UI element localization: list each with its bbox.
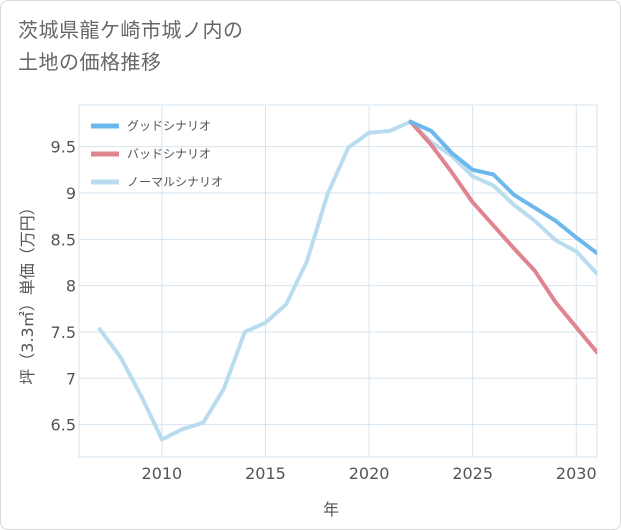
x-tick-label: 2010 — [142, 464, 183, 483]
series-line — [97, 119, 597, 442]
title-line-1: 茨城県龍ケ崎市城ノ内の — [18, 18, 244, 42]
title-line-2: 土地の価格推移 — [18, 50, 162, 74]
y-tick-label: 7.5 — [51, 323, 76, 342]
legend-label: グッドシナリオ — [127, 119, 211, 133]
x-tick-label: 2020 — [349, 464, 390, 483]
grid — [78, 104, 598, 458]
y-tick-label: 6.5 — [51, 416, 76, 435]
x-tick-label: 2030 — [556, 464, 597, 483]
y-tick-label: 9 — [66, 184, 76, 203]
series-lines — [97, 119, 597, 442]
plot-frame — [78, 104, 598, 458]
legend-label: バッドシナリオ — [127, 147, 211, 161]
y-tick-label: 8 — [66, 277, 76, 296]
series-line — [408, 119, 597, 355]
y-tick-label: 9.5 — [51, 138, 76, 157]
tick-labels: 2010 2015 2020 2025 2030 6.5 7 7.5 8 8.5 9 9.5 — [51, 138, 597, 483]
y-tick-label: 7 — [66, 369, 76, 388]
x-tick-label: 2015 — [245, 464, 286, 483]
series-line — [408, 119, 597, 256]
x-axis-label: 年 — [323, 500, 339, 519]
y-axis-label: 坪（3.3㎡）単価（万円） — [18, 199, 37, 384]
chart-title: 茨城県龍ケ崎市城ノ内の 土地の価格推移 — [18, 14, 438, 78]
y-tick-label: 8.5 — [51, 230, 76, 249]
legend-label: ノーマルシナリオ — [127, 175, 223, 189]
x-tick-label: 2025 — [452, 464, 493, 483]
